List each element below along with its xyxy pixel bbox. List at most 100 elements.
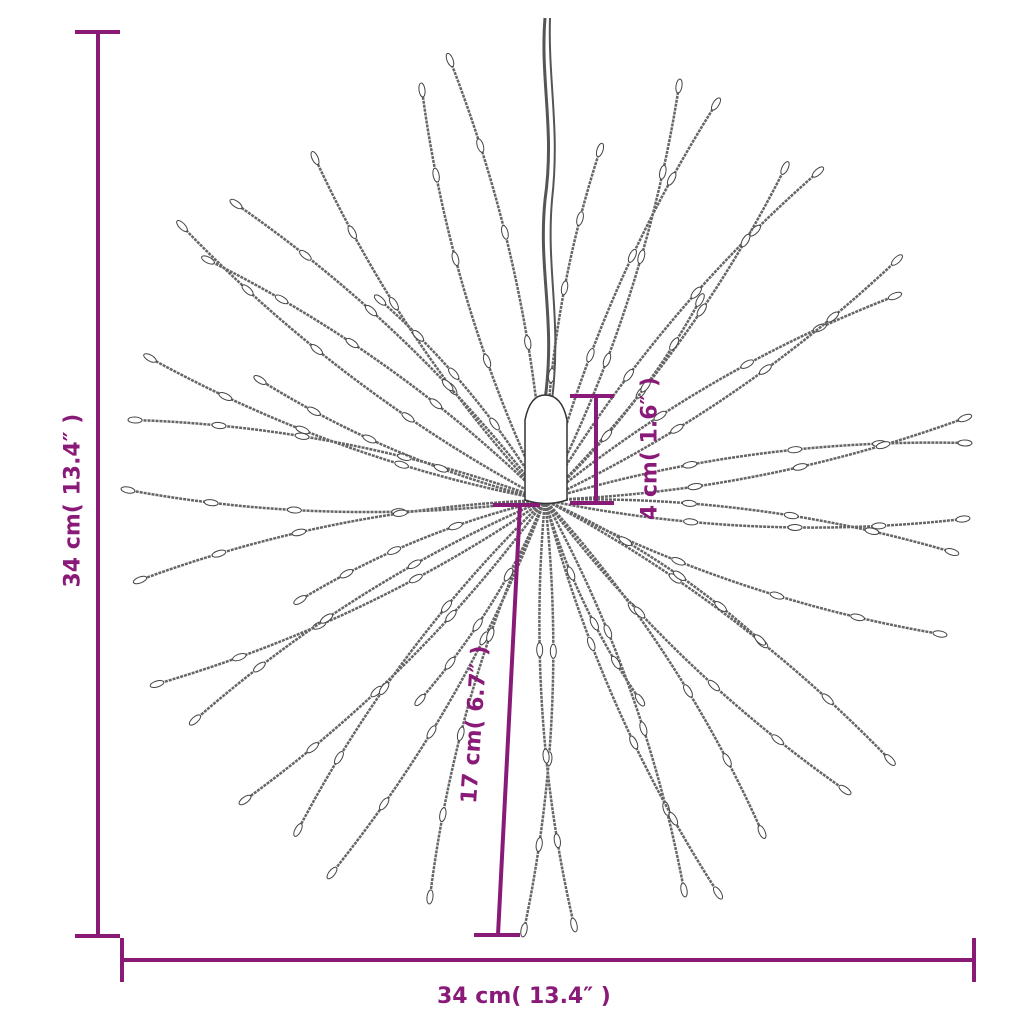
led-bulb: [957, 439, 973, 447]
led-bulb: [690, 286, 702, 299]
led-bulb: [486, 627, 495, 642]
led-bulb: [758, 364, 772, 375]
led-bulb: [373, 294, 387, 306]
led-bulb: [347, 225, 357, 240]
led-bulb: [570, 917, 578, 933]
led-bulb: [503, 567, 514, 582]
led-bulb: [120, 486, 136, 494]
led-bulb: [707, 679, 720, 692]
led-bulb: [310, 151, 320, 165]
led-bulb: [884, 754, 896, 766]
led-bulb: [211, 549, 227, 558]
led-bulb: [392, 509, 408, 517]
led-bulb: [640, 379, 651, 393]
light-ray: [134, 418, 546, 502]
led-bulb: [291, 528, 307, 537]
led-bulb: [448, 367, 460, 380]
light-ray: [207, 258, 546, 501]
led-bulb: [850, 613, 865, 622]
led-bulb: [501, 225, 509, 240]
led-bulb: [293, 823, 303, 837]
led-bulb: [595, 142, 605, 158]
led-bulb: [769, 591, 785, 600]
led-bulb: [887, 291, 903, 301]
led-bulb: [426, 889, 434, 905]
led-bulb: [680, 882, 688, 898]
led-bulb: [439, 807, 447, 823]
light-ray: [543, 171, 819, 501]
light-ray: [544, 499, 764, 833]
light-ray: [139, 498, 546, 582]
led-bulb: [149, 680, 165, 688]
led-bulb: [334, 750, 344, 765]
light-ray: [259, 378, 546, 502]
led-bulb: [629, 735, 639, 750]
led-bulb: [659, 164, 667, 180]
light-ray: [149, 356, 546, 502]
led-bulb: [603, 624, 613, 639]
led-bulb: [891, 254, 903, 266]
light-ray: [331, 499, 547, 874]
light-ray: [544, 416, 966, 502]
led-bulb: [549, 643, 557, 659]
led-bulb: [387, 546, 402, 556]
led-bulb: [489, 417, 500, 431]
led-bulb: [542, 748, 550, 764]
light-ray: [544, 499, 846, 792]
light-ray: [544, 498, 891, 761]
led-bulb: [696, 303, 707, 317]
light-ray: [244, 499, 547, 802]
led-bulb: [451, 251, 460, 267]
led-bulb: [229, 198, 243, 210]
led-bulb: [787, 523, 803, 531]
led-bulb: [639, 721, 648, 736]
led-bulb: [589, 616, 599, 631]
led-bulb: [875, 441, 891, 450]
led-bulb: [623, 368, 634, 382]
light-ray: [544, 498, 953, 554]
led-bulb: [412, 329, 425, 342]
led-bulb: [362, 434, 377, 444]
led-bulb: [339, 569, 354, 579]
led-bulb: [740, 233, 751, 248]
led-bulb: [670, 423, 684, 434]
led-bulb: [253, 375, 267, 385]
led-bulb: [637, 249, 646, 265]
led-bulb: [414, 693, 426, 707]
led-bulb: [618, 536, 633, 547]
width-dimension-label: 34 cm( 13.4″ ): [437, 984, 611, 1009]
light-ray: [127, 488, 546, 514]
light-ray: [544, 498, 964, 529]
led-bulb: [682, 461, 698, 469]
led-bulb: [388, 296, 399, 311]
led-bulb: [586, 636, 596, 651]
led-bulb: [627, 248, 637, 263]
led-bulb: [472, 618, 483, 632]
led-bulb: [666, 172, 677, 186]
led-bulb: [241, 284, 254, 296]
led-bulb: [681, 499, 697, 507]
led-bulb: [536, 642, 544, 658]
led-bulb: [127, 416, 143, 424]
led-bulb: [238, 794, 252, 806]
led-bulb: [771, 734, 784, 746]
led-bulb: [476, 138, 485, 153]
led-bulb: [364, 304, 378, 317]
light-ray: [543, 103, 718, 501]
led-bulb: [253, 661, 266, 673]
led-bulb: [560, 280, 569, 296]
led-bulb: [811, 166, 825, 178]
led-bulb: [740, 359, 754, 369]
light-ray: [296, 499, 546, 831]
led-bulb: [783, 511, 799, 520]
led-bulb: [682, 684, 693, 698]
led-bulb: [671, 556, 686, 566]
led-bulb: [482, 353, 492, 369]
light-ray: [194, 498, 546, 721]
led-bulb: [310, 344, 323, 356]
led-bulb: [378, 682, 390, 696]
led-bulb: [433, 464, 449, 473]
led-bulb: [429, 398, 443, 410]
led-bulb: [610, 655, 621, 670]
led-bulb: [378, 797, 390, 811]
